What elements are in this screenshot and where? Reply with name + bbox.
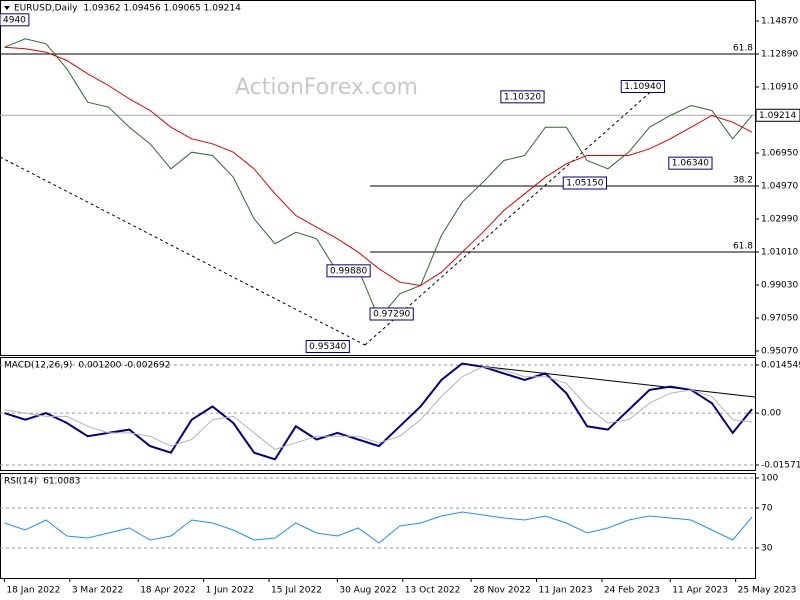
series-line [4,366,753,450]
last-price-label: 1.09214 [759,111,796,121]
x-tick-label: 28 Nov 2022 [473,586,531,596]
y-tick-label: 30 [761,544,773,554]
x-tick-label: 15 Jul 2022 [271,586,322,596]
panel-border [0,473,756,579]
price-annotation: 1.10320 [504,92,541,102]
annotation-box [0,13,30,27]
panel-subtitle: 61.0083 [43,477,80,487]
panel-border [0,0,756,356]
x-tick-label: 3 Mar 2022 [72,586,123,596]
watermark: ActionForex.com [235,75,418,100]
x-tick-label: 13 Oct 2022 [405,586,461,596]
panel-title: EURUSD,Daily [14,4,78,14]
trend-line [364,87,656,346]
x-tick-label: 11 Jan 2023 [539,586,593,596]
y-tick-label: 0.014549 [761,360,800,370]
y-tick-label: 1.14870 [761,17,798,27]
x-tick-label: 25 May 2023 [738,586,797,596]
series-line [4,362,753,461]
y-tick-label: 100 [761,474,778,484]
price-annotation: 4940 [3,15,26,25]
panel-title: RSI(14) [4,477,37,487]
trend-line [469,364,756,398]
annotation-box [620,80,665,93]
y-tick-label: 0.97050 [761,314,798,324]
annotation-box [562,176,607,190]
x-tick-label: 30 Aug 2022 [339,586,397,596]
y-tick-label: 70 [761,504,773,514]
x-tick-label: 1 Jun 2022 [206,586,254,596]
price-annotation: 1.06340 [672,159,709,169]
menu-icon[interactable] [4,6,10,10]
y-tick-label: 1.04970 [761,182,798,192]
price-annotation: 0.97290 [373,310,410,320]
y-tick-label: -0.015712 [761,460,800,470]
series-line [4,511,753,544]
y-tick-label: 0.00 [761,409,781,419]
price-annotation: 1.10940 [624,82,661,92]
y-tick-label: 0.95070 [761,347,798,357]
x-tick-label: 24 Feb 2023 [604,586,660,596]
x-tick-label: 18 Jan 2022 [6,586,60,596]
panel-subtitle: 0.001200 -0.002692 [78,361,170,371]
price-annotation: 1.05150 [566,179,603,189]
x-tick-label: 11 Apr 2023 [672,586,728,596]
annotation-box [305,340,350,353]
annotation-box [500,90,545,104]
trend-line [0,156,366,346]
last-price-box [755,108,800,122]
annotation-box [369,307,414,321]
y-tick-label: 1.10910 [761,83,798,93]
panel-title: MACD(12,26,9) [4,361,72,371]
fib-label: 38.2 [733,176,753,186]
series-line [4,46,753,287]
y-tick-label: 1.01010 [761,248,798,258]
panel-subtitle: 1.09362 1.09456 1.09065 1.09214 [83,4,241,14]
panel-border [0,357,756,471]
x-tick-label: 18 Apr 2022 [140,586,196,596]
y-tick-label: 1.12890 [761,50,798,60]
y-tick-label: 1.02990 [761,215,798,225]
fib-label: 61.8 [733,242,753,252]
price-annotation: 0.95340 [309,342,346,352]
y-tick-label: 1.06950 [761,149,798,159]
fib-label: 61.8 [733,44,753,54]
price-annotation: 0.99880 [330,266,367,276]
annotation-box [668,156,713,170]
annotation-box [326,264,371,278]
y-tick-label: 0.99030 [761,281,798,291]
